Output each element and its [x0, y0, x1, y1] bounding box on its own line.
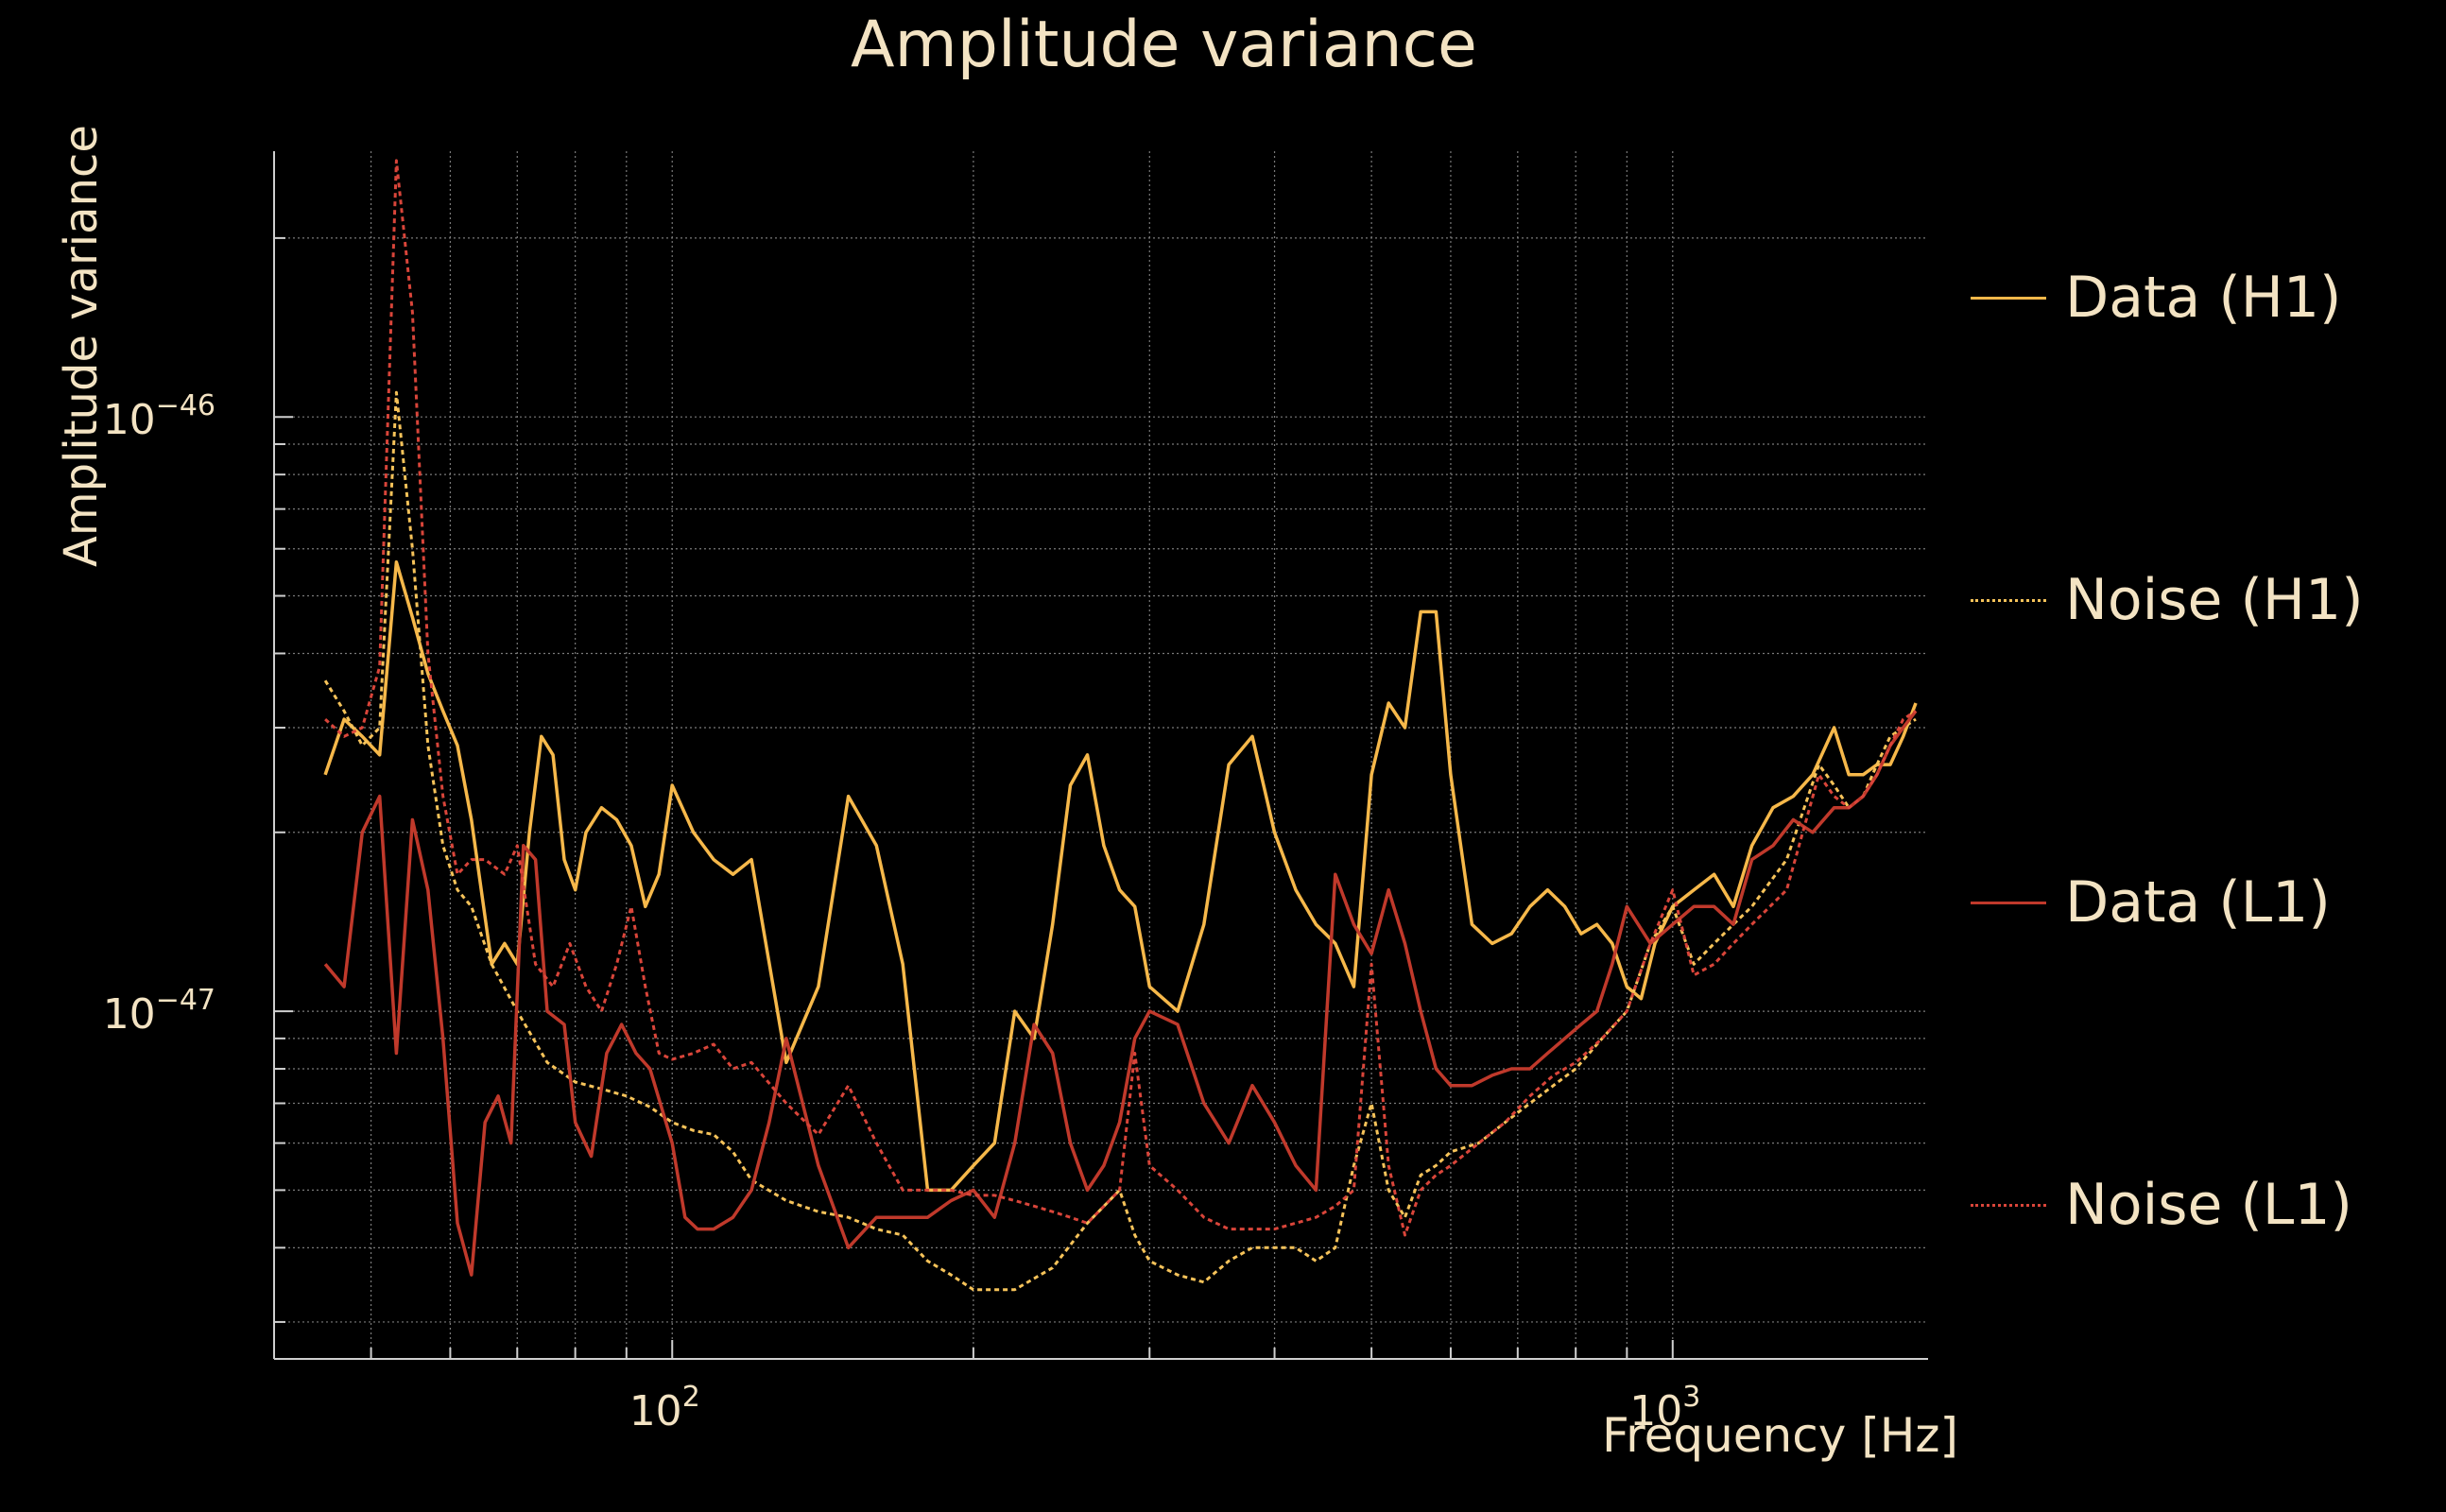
legend-item-data-h1: Data (H1) [1971, 255, 2341, 340]
legend-swatch [1971, 901, 2046, 904]
legend-swatch [1971, 598, 2046, 602]
series-line-noise-h1 [323, 390, 1917, 1292]
chart-title: Amplitude variance [851, 8, 1477, 82]
y-axis-label: Amplitude variance [55, 125, 108, 567]
legend: Data (H1) Noise (H1) Data (L1) Noise (L1… [1971, 0, 2443, 1512]
series-line-data-l1 [323, 710, 1918, 1277]
y-tick-label-exponent: −47 [156, 984, 215, 1017]
series-line-data-h1 [323, 559, 1918, 1193]
legend-label: Data (H1) [2065, 265, 2342, 331]
axes [273, 151, 1928, 1360]
grid-lines [273, 151, 1928, 1359]
y-tick-label-exponent: −46 [156, 389, 215, 422]
x-tick-label-exponent: 3 [1682, 1381, 1700, 1414]
legend-label: Noise (L1) [2065, 1172, 2352, 1238]
legend-label: Noise (H1) [2065, 567, 2364, 633]
x-tick-label: 102 [629, 1381, 700, 1435]
y-tick-label: 10−46 [103, 389, 215, 444]
legend-item-noise-l1: Noise (L1) [1971, 1162, 2352, 1247]
series-line-noise-l1 [324, 159, 1917, 1237]
legend-label: Data (L1) [2065, 869, 2331, 936]
y-tick-label: 10−47 [103, 984, 215, 1039]
x-tick-label-exponent: 2 [682, 1381, 700, 1414]
series-lines [323, 159, 1918, 1292]
legend-item-noise-h1: Noise (H1) [1971, 558, 2364, 643]
legend-item-data-l1: Data (L1) [1971, 860, 2331, 945]
legend-swatch [1971, 296, 2046, 300]
x-axis-label: Frequency [Hz] [1602, 1408, 1959, 1463]
legend-swatch [1971, 1203, 2046, 1207]
